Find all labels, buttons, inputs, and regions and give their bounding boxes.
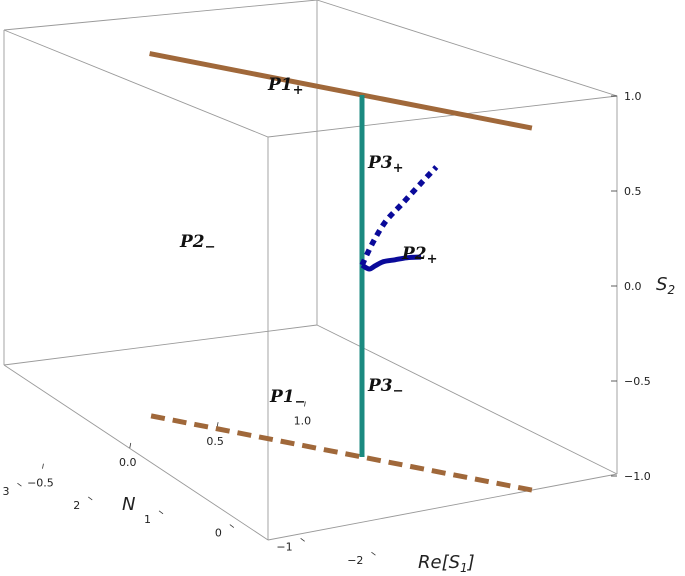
curves [149, 51, 533, 493]
x-tick-mark [158, 510, 164, 515]
axis-ticks: −2−10123−1.0−0.50.00.51.0−1.0−0.50.00.51… [2, 90, 651, 567]
z-tick-label: 1.0 [624, 90, 642, 103]
z-tick-label: 0.0 [624, 280, 642, 293]
curve-p2-minus [360, 254, 422, 272]
curve-label-main: P3 [367, 376, 393, 396]
curve-label-main: P3 [367, 153, 393, 173]
x-tick-label: 0 [215, 527, 222, 540]
y-tick-mark [304, 401, 306, 407]
z-tick-label: −1.0 [624, 470, 651, 483]
x-axis-label: N [122, 494, 135, 515]
curve-label-p1-plus: P1+ [267, 75, 304, 98]
x-tick-label: 2 [73, 499, 80, 512]
curve-label-sign: + [293, 83, 304, 98]
y-axis-label-main: Re[S [418, 552, 460, 573]
z-axis-label-main: S [656, 274, 667, 295]
curve-labels: P1+P1−P2− P2+P3+P3− [179, 75, 438, 410]
y-axis-label: Re[S1] [418, 552, 475, 575]
curve-label-p2-minus: P2− [179, 232, 216, 255]
y-tick-label: 0.5 [206, 435, 224, 448]
x-tick-label: −2 [347, 554, 363, 567]
curve-label-sign: − [295, 395, 306, 410]
curve-p2-plus [359, 165, 439, 267]
z-axis-label: S2 [656, 274, 675, 297]
curve-p1-plus [149, 51, 533, 131]
bounding-box [3, 0, 618, 541]
curve-label-sign: + [393, 161, 404, 176]
x-tick-label: −1 [276, 540, 292, 553]
y-tick-label: −0.5 [27, 477, 54, 490]
x-tick-mark [17, 482, 22, 487]
y-axis-label-sub: 1 [460, 561, 468, 575]
x-tick-mark [300, 538, 305, 542]
curve-label-main: P1 [267, 75, 293, 95]
box-bottom-left-edge [3, 364, 269, 541]
axis-labels: N Re[S1] S2 [122, 274, 675, 575]
curve-label-sign: + [427, 252, 438, 267]
box-back-edges [3, 0, 618, 474]
curve-label-sign: − [205, 240, 216, 255]
curve-label-sign: − [393, 384, 404, 399]
x-tick-label: 1 [144, 513, 151, 526]
z-tick-label: −0.5 [624, 375, 651, 388]
y-tick-mark [129, 442, 132, 449]
x-tick-mark [229, 524, 235, 528]
curve-label-p2-plus: P2+ [401, 244, 438, 267]
curve-label-p3-minus: P3− [367, 376, 404, 399]
y-axis-label-end: ] [467, 552, 475, 573]
y-tick-label: 1.0 [294, 414, 312, 427]
curve-label-main: P2 [401, 244, 427, 264]
z-axis-label-sub: 2 [667, 283, 675, 297]
x-tick-mark [87, 496, 93, 501]
y-tick-mark [42, 463, 44, 469]
z-tick-label: 0.5 [624, 185, 642, 198]
curve-label-main: P2 [179, 232, 205, 252]
curve-label-p3-plus: P3+ [367, 153, 404, 176]
curve-p1-minus [149, 413, 533, 493]
box-bottom-right-edge [267, 473, 618, 541]
y-tick-label: 0.0 [119, 456, 137, 469]
curve-label-main: P1 [269, 387, 295, 407]
box-back-edge-right-bottom [316, 324, 618, 475]
box-back-edge-left-bottom [3, 324, 318, 366]
x-tick-label: 3 [2, 485, 9, 498]
curve-label-p1-minus: P1− [269, 387, 306, 410]
x-tick-mark [371, 551, 376, 556]
